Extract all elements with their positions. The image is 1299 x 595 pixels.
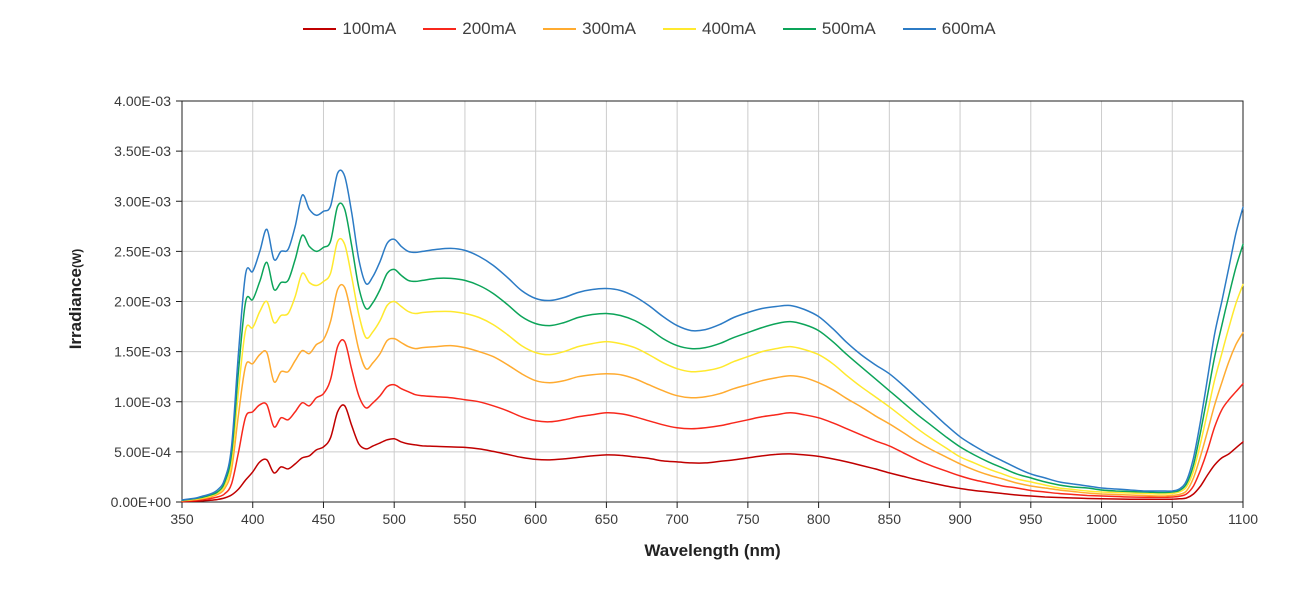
x-tick-label: 1000 [1086, 511, 1117, 527]
legend-line-swatch [902, 27, 936, 30]
y-tick-label: 3.00E-03 [114, 193, 171, 209]
x-tick-label: 1100 [1228, 511, 1258, 527]
legend-item-100mA: 100mA [303, 20, 396, 37]
x-tick-label: 450 [312, 511, 336, 527]
x-axis-title: Wavelength (nm) [644, 541, 781, 560]
x-tick-label: 700 [665, 511, 689, 527]
series-line-300mA [181, 283, 1244, 502]
legend-item-500mA: 500mA [782, 19, 876, 38]
x-tick-label: 650 [595, 511, 619, 527]
y-axis-title-unit: (W) [70, 248, 84, 269]
tick-marks [176, 100, 1244, 508]
legend: 100mA 200mA 300mA 400mA 500mA 600mA [0, 20, 1299, 37]
legend-item-600mA: 600mA [902, 19, 996, 38]
y-tick-label: 1.50E-03 [114, 344, 171, 360]
y-tick-label: 1.00E-03 [114, 394, 171, 410]
x-tick-label: 750 [736, 511, 760, 527]
y-tick-label: 5.00E-04 [114, 444, 171, 460]
x-tick-labels: 350 400 450 500 550 600 650 700 750 800 850 900 950 1… [170, 511, 1258, 527]
y-axis-title: Irradiance(W) [66, 249, 86, 350]
x-tick-label: 550 [453, 511, 477, 527]
series-line-400mA [181, 237, 1244, 502]
legend-label: 600mA [941, 19, 996, 38]
legend-item-300mA: 300mA [543, 20, 636, 37]
x-tick-label: 400 [241, 511, 265, 527]
x-tick-label: 600 [524, 511, 548, 527]
gridlines [182, 101, 1243, 502]
legend-label: 500mA [821, 19, 876, 38]
x-tick-label: 850 [878, 511, 902, 527]
y-axis-title-text: Irradiance [66, 268, 85, 350]
y-tick-label: 3.50E-03 [114, 143, 171, 159]
legend-label: 200mA [462, 19, 517, 38]
legend-line-swatch [782, 27, 816, 30]
legend-label: 300mA [582, 19, 636, 38]
y-tick-label: 2.00E-03 [114, 294, 171, 310]
y-tick-labels: 0.00E+00 5.00E-04 1.00E-03 1.50E-03 2.00E-03… [111, 93, 172, 510]
y-tick-label: 4.00E-03 [114, 93, 171, 109]
x-tick-label: 900 [948, 511, 972, 527]
legend-item-200mA: 200mA [423, 20, 516, 37]
series-line-100mA [181, 404, 1244, 503]
legend-line-swatch [543, 27, 577, 30]
series-line-600mA [181, 169, 1244, 501]
legend-label: 100mA [342, 19, 397, 38]
x-tick-label: 950 [1019, 511, 1043, 527]
series-lines [181, 169, 1244, 503]
x-tick-label: 1050 [1157, 511, 1188, 527]
legend-line-swatch [663, 27, 696, 30]
y-tick-label: 2.50E-03 [114, 243, 171, 259]
y-tick-label: 0.00E+00 [111, 494, 172, 510]
x-tick-label: 800 [807, 511, 831, 527]
legend-line-swatch [423, 27, 457, 30]
series-line-200mA [181, 339, 1244, 502]
legend-item-400mA: 400mA [663, 20, 756, 37]
x-tick-label: 500 [383, 511, 407, 527]
x-tick-label: 350 [170, 511, 194, 527]
legend-label: 400mA [702, 19, 756, 38]
series-line-500mA [181, 202, 1244, 501]
legend-line-swatch [303, 27, 337, 30]
